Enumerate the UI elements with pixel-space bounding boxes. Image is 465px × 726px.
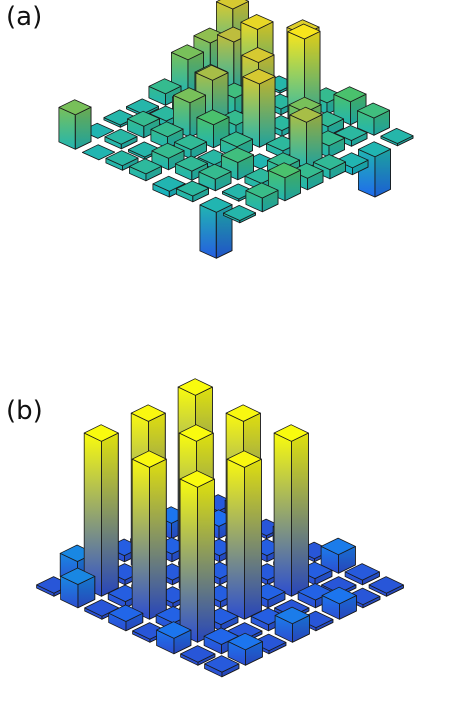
bar-a-r7-c7 [380,128,414,147]
bar-a-r1-c1 [104,128,138,150]
bar-a-r6-c4 [289,106,323,169]
bar-a-r5-c0 [176,180,209,203]
bar-a-r6-c0 [199,196,233,259]
bar-b-r7-c5 [321,586,357,620]
bar-b-r6-c0 [180,645,216,666]
panel-a-label: (a) [6,2,43,32]
bar-b-r7-c3 [274,606,310,643]
bar-b-r7-c6 [345,587,381,609]
bar-b-r3-c1 [131,450,167,620]
bar3d-chart-a [58,0,414,259]
bar-a-r7-c1 [245,182,279,213]
bar-a-r3-c1 [151,142,185,171]
bar-a-r3-c0 [129,158,162,182]
bar-b-r5-c3 [226,450,262,620]
bar3d-chart-b [36,378,404,678]
bar-b-r5-c0 [156,621,192,655]
bar-b-r5-c7 [320,537,356,574]
bar-b-r5-c1 [179,470,215,643]
panel-b-label: (b) [6,396,43,426]
bar-a-r1-c2 [127,110,160,139]
bar-b-r1-c1 [83,424,119,597]
bar-a-r1-c0 [82,144,115,161]
bar-b-r3-c0 [108,604,144,632]
bar-b-r1-c0 [60,567,96,609]
bar-a-r2-c3 [173,87,206,138]
bar-a-r3-c3 [196,109,230,149]
bar-b-r7-c0 [204,655,240,678]
bar-a-r4-c4 [242,68,276,148]
bar-b-r7-c1 [227,632,263,666]
bar-a-r0-c0 [58,99,92,150]
bar-a-r7-c2 [268,162,301,202]
bar-b-r5-c5 [273,424,309,597]
bar-a-r5-c1 [198,163,232,192]
bar-a-r6-c7 [357,102,390,136]
bar-b-r7-c7 [368,576,404,597]
bar-b-r6-c7 [344,563,380,586]
bar-a-r7-c0 [223,205,256,224]
bar-a-r2-c0 [105,150,139,171]
